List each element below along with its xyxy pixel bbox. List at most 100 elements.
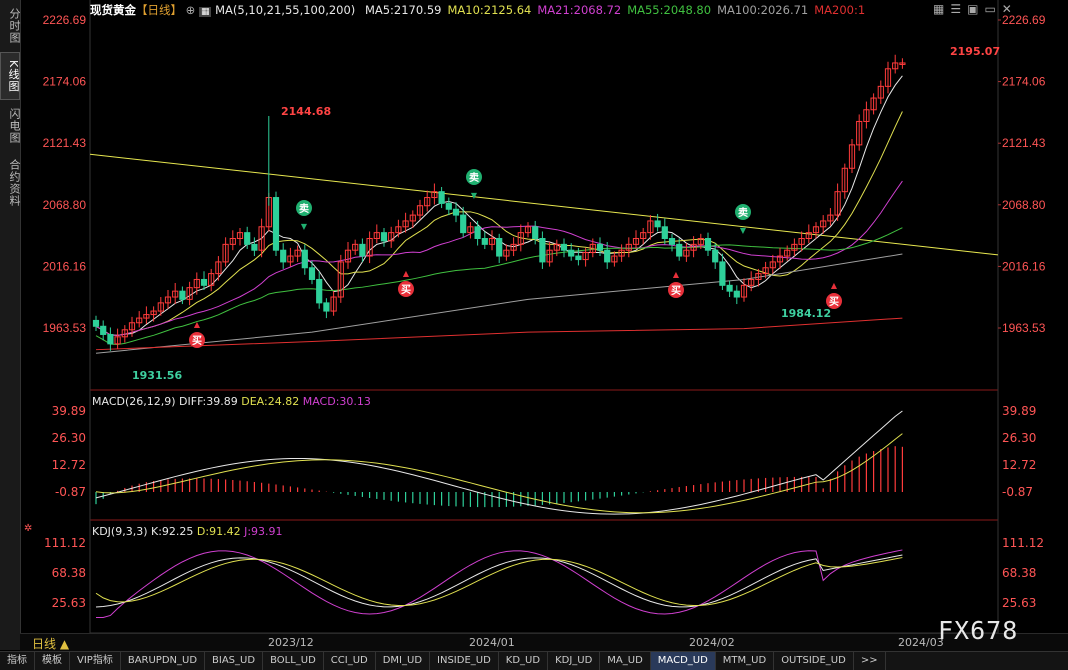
candle-body: [848, 144, 856, 169]
candle-body: [503, 249, 510, 257]
candle-body: [272, 197, 280, 251]
tab-kd-ud[interactable]: KD_UD: [499, 652, 549, 670]
tab-cci-ud[interactable]: CCI_UD: [324, 652, 376, 670]
kline-chart[interactable]: 买 ▲ 买 ▲ 买 ▲ 买 ▲ 卖 ▼ 卖 ▼ 卖 ▼ 2144.68 2195.07 1931.56 1984…: [0, 0, 1068, 650]
annotation-high-2: 2195.07: [950, 45, 1000, 58]
sell-arrow: ▼: [301, 222, 308, 231]
ma-value-0: MA5:2170.59: [364, 3, 442, 17]
chart-header: 现货黄金【日线】 ⊕ ▦ MA(5,10,21,55,100,200) MA5:…: [90, 2, 865, 18]
close-icon[interactable]: ✕: [1001, 2, 1018, 16]
price-axis-right: 2016.16: [1002, 259, 1046, 273]
candle-body: [467, 226, 474, 234]
tab-kdj-ud[interactable]: KDJ_UD: [548, 652, 601, 670]
period-button[interactable]: 日线 ▲: [32, 637, 70, 651]
candle-body: [344, 249, 352, 263]
candle-body: [611, 255, 618, 263]
candle-body: [892, 62, 899, 70]
candle-body: [661, 226, 668, 240]
left-sidebar: 分时图 K线图 闪电图 合约资料: [0, 0, 21, 650]
candle-body: [798, 238, 805, 245]
candle-body: [402, 220, 409, 228]
candle-body: [776, 255, 784, 263]
candle-body: [877, 85, 884, 99]
macd-value: MACD:30.13: [302, 395, 371, 408]
date-label-jan: 2024/01: [469, 636, 515, 649]
tab-1[interactable]: 模板: [35, 652, 70, 670]
instrument-name: 现货黄金: [90, 3, 136, 17]
zoom-icon[interactable]: ⊕: [185, 3, 196, 17]
ma21-line: [95, 180, 903, 336]
buy-signal-text: 买: [671, 285, 681, 297]
candle-body: [308, 267, 316, 280]
sell-signal: [466, 169, 482, 185]
candle-body: [517, 232, 524, 245]
tab-0[interactable]: 指标: [0, 652, 35, 670]
panel-icon[interactable]: ▣: [967, 2, 985, 16]
sidebar-item-contract-info[interactable]: 合约资料: [8, 159, 21, 207]
tab-inside-ud[interactable]: INSIDE_UD: [430, 652, 499, 670]
macd-axis-left: 12.72: [52, 458, 86, 472]
ma-value-3: MA55:2048.80: [627, 3, 712, 17]
buy-signal-text: 买: [829, 296, 839, 308]
candle-body: [258, 226, 265, 251]
candle-body: [488, 238, 496, 245]
candle-body: [416, 205, 424, 216]
price-axis-right: 2068.80: [1002, 198, 1046, 212]
candle-body: [301, 249, 308, 269]
list-icon[interactable]: ☰: [950, 2, 968, 16]
trade-signals: 买 ▲ 买 ▲ 买 ▲ 买 ▲ 卖 ▼ 卖 ▼ 卖 ▼: [189, 169, 842, 348]
sidebar-item-kline[interactable]: K线图: [0, 52, 20, 100]
tab-macd-ud[interactable]: MACD_UD: [650, 652, 716, 670]
tab-vip[interactable]: VIP指标: [70, 652, 121, 670]
kdj-axis-right: 25.63: [1002, 596, 1036, 610]
macd-axis-right: 12.72: [1002, 458, 1036, 472]
sell-signal-text: 卖: [738, 206, 748, 219]
candle-body: [575, 255, 582, 261]
buy-arrow: ▲: [673, 270, 680, 279]
candle-body: [222, 243, 229, 263]
candle-body: [884, 68, 892, 87]
kdj-header: KDJ(9,3,3) K:92.25 D:91.42 J:93.91: [92, 525, 283, 538]
candle-body: [560, 243, 568, 251]
expand-icon[interactable]: ▭: [984, 2, 1002, 16]
tab-barupdn-ud[interactable]: BARUPDN_UD: [121, 652, 206, 670]
candle-body: [200, 278, 208, 286]
tab-outside-ud[interactable]: OUTSIDE_UD: [774, 652, 854, 670]
candle-body: [481, 238, 488, 245]
ma-settings-icon[interactable]: ▦: [198, 7, 212, 17]
sidebar-item-timeshare[interactable]: 分时图: [8, 8, 21, 44]
tab-ma-ud[interactable]: MA_UD: [600, 652, 651, 670]
tab-mtm-ud[interactable]: MTM_UD: [716, 652, 775, 670]
candle-body: [719, 261, 726, 286]
annotation-low-2: 1984.12: [781, 307, 831, 320]
tab-dmi-ud[interactable]: DMI_UD: [376, 652, 431, 670]
sidebar-item-lightning[interactable]: 闪电图: [8, 108, 21, 144]
candle-body: [762, 267, 769, 275]
candle-body: [92, 319, 100, 327]
candle-body: [294, 249, 301, 257]
multi-window-icon[interactable]: ▦: [933, 2, 951, 16]
buy-arrow: ▲: [403, 269, 410, 278]
candle-body: [827, 214, 834, 222]
candle-body: [359, 243, 366, 257]
price-axis-right: 2174.06: [1002, 75, 1046, 89]
candle-body: [733, 290, 740, 298]
tab-boll-ud[interactable]: BOLL_UD: [263, 652, 324, 670]
sell-signal-text: 卖: [299, 202, 309, 215]
macd-label: MACD(26,12,9): [92, 395, 176, 408]
tab-bias-ud[interactable]: BIAS_UD: [205, 652, 264, 670]
candle-body: [604, 249, 611, 263]
price-axis-left: 2226.69: [43, 13, 87, 27]
macd-dea: DEA:24.82: [241, 395, 300, 408]
candle-body: [179, 290, 186, 300]
candle-body: [251, 243, 258, 251]
tab-15[interactable]: >>: [854, 652, 886, 670]
candle-body: [388, 232, 395, 242]
price-axis-left: 2068.80: [43, 198, 87, 212]
macd-axis-left: -0.87: [55, 485, 86, 499]
kdj-settings-icon[interactable]: ✲: [24, 523, 33, 534]
macd-panel: 39.89 39.89 26.30 26.30 12.72 12.72 -0.87 -0.87: [52, 404, 1036, 515]
candle-body: [164, 296, 172, 304]
buy-arrow: ▲: [194, 320, 201, 329]
macd-axis-right: 39.89: [1002, 404, 1036, 418]
